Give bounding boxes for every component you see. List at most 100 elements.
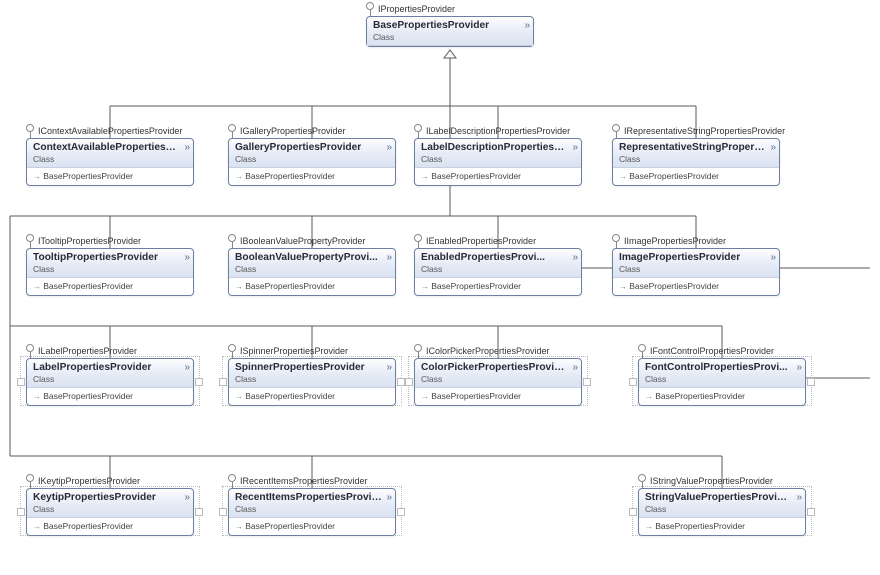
expand-chevron-icon[interactable]: » (386, 143, 389, 153)
class-node[interactable]: IGalleryPropertiesProvider GalleryPropert… (228, 126, 396, 186)
interface-name: ISpinnerPropertiesProvider (240, 346, 348, 356)
class-body: BasePropertiesProvider (27, 168, 193, 185)
lollipop-icon (228, 344, 236, 352)
class-box[interactable]: StringValuePropertiesProviderClass»BaseP… (638, 488, 806, 536)
class-header: KeytipPropertiesProviderClass» (27, 489, 193, 518)
interface-name: IImagePropertiesProvider (624, 236, 726, 246)
class-node[interactable]: IColorPickerPropertiesProviderColorPicke… (414, 346, 582, 406)
class-stereotype: Class (235, 374, 382, 384)
class-body: BasePropertiesProvider (415, 388, 581, 405)
expand-chevron-icon[interactable]: » (572, 363, 575, 373)
interface-label: IRepresentativeStringPropertiesProvider (624, 126, 785, 136)
class-node[interactable]: IKeytipPropertiesProviderKeytipPropertie… (26, 476, 194, 536)
expand-chevron-icon[interactable]: » (572, 253, 575, 263)
class-box[interactable]: BasePropertiesProvider Class » (366, 16, 534, 47)
class-box[interactable]: RecentItemsPropertiesProviderClass»BaseP… (228, 488, 396, 536)
class-node[interactable]: ITooltipPropertiesProvider TooltipPropert… (26, 236, 194, 296)
class-header: LabelDescriptionPropertiesProviderClass» (415, 139, 581, 168)
expand-chevron-icon[interactable]: » (572, 143, 575, 153)
class-header: TooltipPropertiesProviderClass» (27, 249, 193, 278)
interface-label: IRecentItemsPropertiesProvider (240, 476, 396, 486)
interface-label: IFontControlPropertiesProvider (650, 346, 806, 356)
lollipop-icon (414, 124, 422, 132)
class-name: RecentItemsPropertiesProvider (235, 492, 382, 503)
inherits-label: BasePropertiesProvider (235, 281, 335, 291)
class-body: BasePropertiesProvider (229, 388, 395, 405)
class-body: BasePropertiesProvider (415, 168, 581, 185)
class-box[interactable]: BooleanValuePropertyProvi...Class» BasePr… (228, 248, 396, 296)
class-node[interactable]: IStringValuePropertiesProviderStringValu… (638, 476, 806, 536)
class-name: ContextAvailablePropertiesProvider (33, 142, 180, 153)
class-stereotype: Class (421, 154, 568, 164)
class-body: BasePropertiesProvider (229, 168, 395, 185)
lollipop-icon (26, 234, 34, 242)
class-box[interactable]: LabelPropertiesProviderClass»BasePropert… (26, 358, 194, 406)
class-body: BasePropertiesProvider (639, 388, 805, 405)
lollipop-icon (612, 234, 620, 242)
expand-chevron-icon[interactable]: » (770, 143, 773, 153)
class-node[interactable]: ILabelPropertiesProvider LabelPropertiesP… (26, 346, 194, 406)
expand-chevron-icon[interactable]: » (524, 21, 527, 31)
interface-label: IImagePropertiesProvider (624, 236, 780, 246)
expand-chevron-icon[interactable]: » (386, 363, 389, 373)
class-name: LabelPropertiesProvider (33, 362, 180, 373)
class-name: KeytipPropertiesProvider (33, 492, 180, 503)
class-name: StringValuePropertiesProvider (645, 492, 792, 503)
class-body: BasePropertiesProvider (27, 278, 193, 295)
class-node[interactable]: IRepresentativeStringPropertiesProvider R… (612, 126, 785, 186)
class-body: BasePropertiesProvider (415, 278, 581, 295)
class-box[interactable]: SpinnerPropertiesProviderClass»BasePrope… (228, 358, 396, 406)
expand-chevron-icon[interactable]: » (386, 493, 389, 503)
expand-chevron-icon[interactable]: » (796, 363, 799, 373)
class-body: BasePropertiesProvider (229, 278, 395, 295)
class-node[interactable]: IEnabledPropertiesProvider EnabledPropert… (414, 236, 582, 296)
interface-name: IEnabledPropertiesProvider (426, 236, 536, 246)
class-box[interactable]: TooltipPropertiesProviderClass»BasePrope… (26, 248, 194, 296)
class-box[interactable]: GalleryPropertiesProviderClass»BasePrope… (228, 138, 396, 186)
class-box[interactable]: EnabledPropertiesProvi...Class»BasePrope… (414, 248, 582, 296)
interface-label: IGalleryPropertiesProvider (240, 126, 396, 136)
class-node[interactable]: IImagePropertiesProvider ImagePropertiesP… (612, 236, 780, 296)
inherits-label: BasePropertiesProvider (235, 521, 335, 531)
expand-chevron-icon[interactable]: » (184, 363, 187, 373)
class-header: ImagePropertiesProviderClass» (613, 249, 779, 278)
expand-chevron-icon[interactable]: » (796, 493, 799, 503)
inherits-label: BasePropertiesProvider (33, 171, 133, 181)
class-node[interactable]: IRecentItemsPropertiesProvider RecentItem… (228, 476, 396, 536)
expand-chevron-icon[interactable]: » (770, 253, 773, 263)
expand-chevron-icon[interactable]: » (184, 253, 187, 263)
inherits-label: BasePropertiesProvider (33, 391, 133, 401)
interface-name: ILabelPropertiesProvider (38, 346, 137, 356)
class-name: ImagePropertiesProvider (619, 252, 766, 263)
class-box[interactable]: FontControlPropertiesProvi...Class»BaseP… (638, 358, 806, 406)
class-header: StringValuePropertiesProviderClass» (639, 489, 805, 518)
lollipop-icon (366, 2, 374, 10)
class-node[interactable]: ISpinnerPropertiesProviderSpinnerPropert… (228, 346, 396, 406)
class-box[interactable]: KeytipPropertiesProviderClass»BaseProper… (26, 488, 194, 536)
expand-chevron-icon[interactable]: » (386, 253, 389, 263)
class-name: ColorPickerPropertiesProvider (421, 362, 568, 373)
class-header: BooleanValuePropertyProvi...Class» (229, 249, 395, 278)
inherits-label: BasePropertiesProvider (235, 171, 335, 181)
expand-chevron-icon[interactable]: » (184, 493, 187, 503)
class-node[interactable]: ILabelDescriptionPropertiesProviderLabel… (414, 126, 582, 186)
interface-name: IRecentItemsPropertiesProvider (240, 476, 368, 486)
lollipop-icon (228, 234, 236, 242)
class-box[interactable]: LabelDescriptionPropertiesProviderClass»… (414, 138, 582, 186)
interface-name: IGalleryPropertiesProvider (240, 126, 346, 136)
class-node[interactable]: IBooleanValuePropertyProvider BooleanValu… (228, 236, 396, 296)
class-node-base[interactable]: IPropertiesProvider BasePropertiesProvid… (366, 4, 534, 47)
interface-label: IBooleanValuePropertyProvider (240, 236, 396, 246)
class-node[interactable]: IFontControlPropertiesProviderFontContro… (638, 346, 806, 406)
class-box[interactable]: ColorPickerPropertiesProviderClass»BaseP… (414, 358, 582, 406)
lollipop-icon (414, 344, 422, 352)
class-body: BasePropertiesProvider (27, 518, 193, 535)
class-box[interactable]: ContextAvailablePropertiesProviderClass»… (26, 138, 194, 186)
class-header: SpinnerPropertiesProviderClass» (229, 359, 395, 388)
class-box[interactable]: RepresentativeStringPropertiesProviderCl… (612, 138, 780, 186)
class-node[interactable]: IContextAvailablePropertiesProviderConte… (26, 126, 194, 186)
interface-label: ITooltipPropertiesProvider (38, 236, 194, 246)
class-box[interactable]: ImagePropertiesProviderClass»BasePropert… (612, 248, 780, 296)
class-stereotype: Class (645, 374, 792, 384)
expand-chevron-icon[interactable]: » (184, 143, 187, 153)
